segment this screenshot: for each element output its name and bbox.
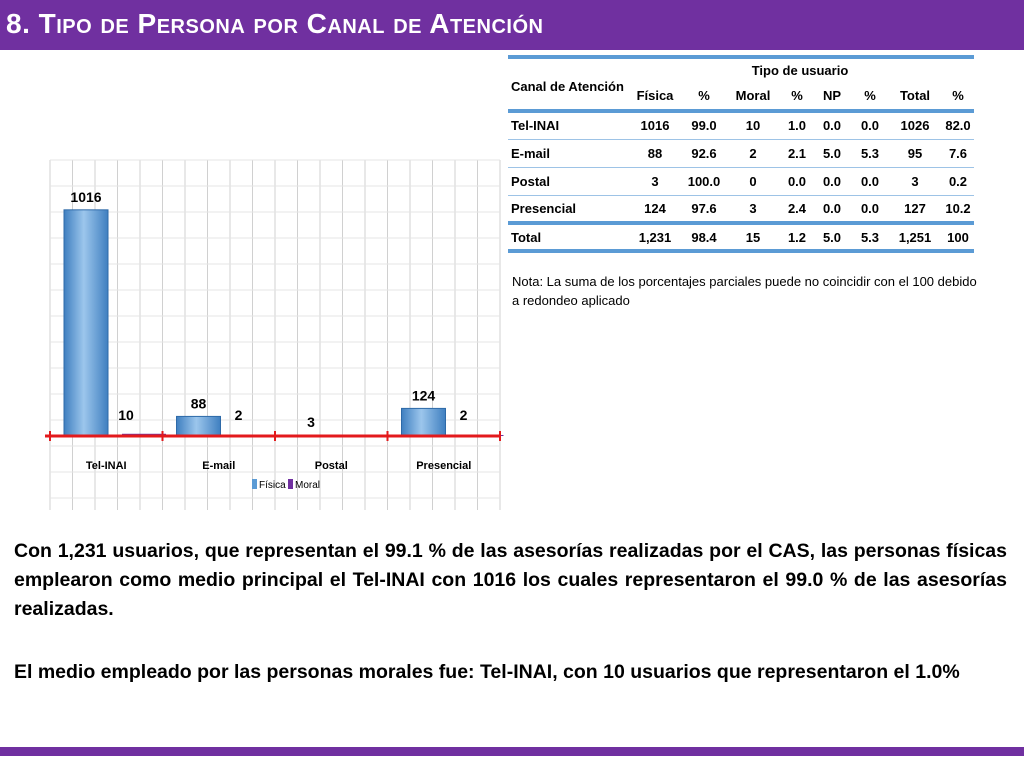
table-header-row: Canal de Atención Tipo de usuario — [508, 57, 974, 95]
data-label-moral: 10 — [118, 407, 134, 423]
table-cell: 82.0 — [945, 118, 971, 134]
table-row-label: Total — [511, 229, 542, 245]
bar-fisica — [401, 407, 446, 437]
table-cell: 3 — [749, 200, 757, 216]
bottom-bar — [0, 747, 1024, 756]
paragraph-2: El medio empleado por las personas moral… — [14, 661, 960, 683]
table-row-label: Presencial — [511, 200, 577, 216]
table-cell: 100 — [947, 229, 969, 245]
category-label: Presencial — [416, 460, 471, 472]
table-cell: 99.0 — [691, 118, 717, 134]
table-cell: 124 — [644, 200, 666, 216]
legend-label-fisica: Física — [259, 480, 286, 491]
table-cell: 1.2 — [787, 229, 807, 245]
table-cell: 2.1 — [787, 145, 807, 161]
table-cell: 95 — [907, 145, 923, 161]
table-cell: 3 — [911, 173, 919, 189]
legend-label-moral: Moral — [295, 480, 320, 491]
table-cell: 0 — [749, 173, 757, 189]
table-column-header: NP — [822, 87, 842, 103]
table-column-header: % — [952, 87, 964, 103]
table-column-header-row: Física% Moral% NP% Total% — [508, 81, 974, 111]
table-cell: 0.2 — [948, 173, 968, 189]
category-label: Postal — [315, 460, 348, 472]
data-label-fisica: 3 — [307, 414, 315, 430]
data-label-fisica: 1016 — [70, 189, 101, 205]
table-note: Nota: La suma de los porcentajes parcial… — [512, 274, 977, 308]
category-label: Tel-INAI — [86, 460, 127, 472]
table-cell: 5.0 — [822, 145, 842, 161]
data-label-fisica: 124 — [412, 387, 436, 403]
table-column-header: % — [698, 87, 710, 103]
table-row: Tel-INAI 1016 99.0 10 1.0 0.0 0.0 1026 82.0 — [508, 111, 974, 139]
table-cell: 15 — [745, 229, 761, 245]
table-cell: 5.0 — [822, 229, 842, 245]
table-column-header: Moral — [735, 87, 771, 103]
data-label-moral: 2 — [235, 407, 243, 423]
table-cell: 98.4 — [691, 229, 717, 245]
bar-fisica — [176, 415, 221, 437]
table-cell: 3 — [651, 173, 659, 189]
title-bar: 8. Tipo de Persona por Canal de Atención — [0, 0, 1024, 50]
table-cell: 2 — [749, 145, 757, 161]
table-cell: 100.0 — [687, 173, 721, 189]
table-cell: 127 — [904, 200, 926, 216]
table-cell: 0.0 — [822, 200, 842, 216]
table-group-header: Tipo de usuario — [751, 62, 849, 78]
table-cell: 10.2 — [945, 200, 971, 216]
table-cell: 92.6 — [691, 145, 717, 161]
legend-swatch-moral — [288, 479, 293, 489]
table-cell: 5.3 — [860, 145, 880, 161]
table-row: E-mail 88 92.6 2 2.1 5.0 5.3 95 7.6 — [508, 139, 974, 167]
table-total-row: Total 1,231 98.4 15 1.2 5.0 5.3 1,251 100 — [508, 223, 974, 251]
legend-swatch-fisica — [252, 479, 257, 489]
bar-chart-svg: 1016 10 Tel-INAI 88 2 E-mail 3 Postal 124 2 Presen… — [45, 159, 504, 510]
table-cell: 0.0 — [860, 200, 880, 216]
table-cell: 5.3 — [860, 229, 880, 245]
table-corner-header: Canal de Atención — [511, 79, 624, 94]
bar-chart: 1016 10 Tel-INAI 88 2 E-mail 3 Postal 124 2 Presen… — [40, 155, 505, 515]
table-cell: 1026 — [900, 118, 930, 134]
page-title: 8. Tipo de Persona por Canal de Atención — [6, 8, 544, 39]
table-cell: 0.0 — [860, 118, 880, 134]
bar-fisica — [63, 209, 109, 437]
table-row: Presencial 124 97.6 3 2.4 0.0 0.0 127 10.2 — [508, 195, 974, 223]
table-column-header: % — [791, 87, 803, 103]
table-cell: 10 — [745, 118, 761, 134]
table-cell: 2.4 — [787, 200, 807, 216]
table-row-label: E-mail — [511, 145, 551, 161]
table-column-header: Física — [636, 87, 674, 103]
table-column-header: Total — [899, 87, 931, 103]
category-label: E-mail — [202, 460, 235, 472]
table-cell: 0.0 — [822, 173, 842, 189]
table-cell: 7.6 — [948, 145, 968, 161]
table-cell: 97.6 — [691, 200, 717, 216]
data-label-moral: 2 — [460, 407, 468, 423]
table-cell: 1016 — [640, 118, 670, 134]
table-cell: 1,251 — [898, 229, 932, 245]
table-row-label: Tel-INAI — [511, 118, 560, 134]
table-cell: 0.0 — [787, 173, 807, 189]
table-cell: 1.0 — [787, 118, 807, 134]
table-row-label: Postal — [511, 173, 551, 189]
table-cell: 88 — [647, 145, 663, 161]
table-column-header: % — [864, 87, 876, 103]
table-cell: 0.0 — [860, 173, 880, 189]
table-cell: 1,231 — [638, 229, 672, 245]
data-label-fisica: 88 — [191, 395, 207, 411]
table-cell: 0.0 — [822, 118, 842, 134]
data-table: Canal de Atención Tipo de usuario Física… — [508, 55, 974, 253]
paragraph-1: Con 1,231 usuarios, que representan el 9… — [14, 540, 1007, 620]
table-row: Postal 3 100.0 0 0.0 0.0 0.0 3 0.2 — [508, 167, 974, 195]
